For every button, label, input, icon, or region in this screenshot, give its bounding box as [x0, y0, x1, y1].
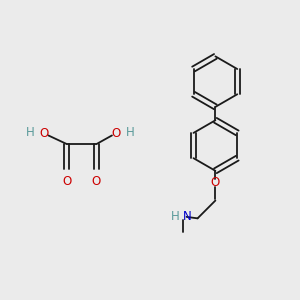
Text: O: O	[111, 127, 120, 140]
Text: H: H	[26, 126, 34, 139]
Text: O: O	[40, 127, 49, 140]
Text: O: O	[62, 175, 71, 188]
Text: H: H	[126, 126, 134, 139]
Text: H: H	[171, 210, 180, 224]
Text: O: O	[211, 176, 220, 189]
Text: N: N	[183, 210, 191, 224]
Text: O: O	[92, 175, 101, 188]
